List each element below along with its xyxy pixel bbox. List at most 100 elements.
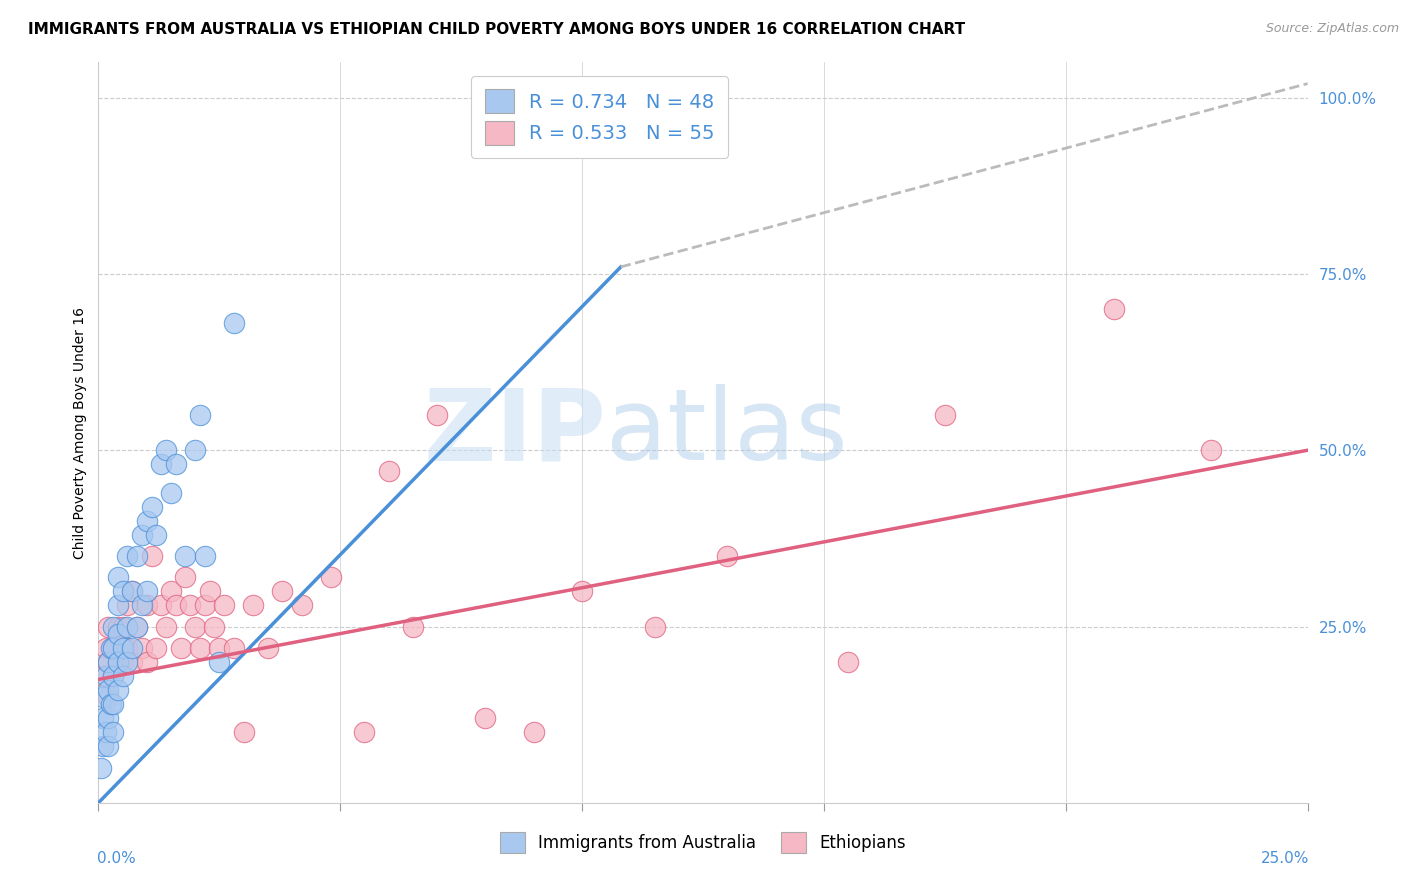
Point [94, 640, 117, 655]
Point [242, 599, 264, 613]
Point [188, 640, 211, 655]
Point [290, 599, 312, 613]
Point [198, 584, 221, 599]
Point [194, 549, 217, 563]
Point [256, 640, 278, 655]
Point [160, 584, 183, 599]
Point [571, 584, 593, 599]
Point [131, 528, 153, 542]
Point [97, 619, 120, 633]
Point [127, 549, 149, 563]
Point [101, 669, 124, 683]
Point [135, 584, 157, 599]
Point [117, 640, 139, 655]
Point [101, 697, 124, 711]
Point [111, 669, 134, 683]
Point [111, 584, 134, 599]
Point [107, 599, 129, 613]
Point [111, 655, 134, 669]
Point [117, 549, 139, 563]
Point [127, 619, 149, 633]
Point [353, 725, 375, 739]
Point [135, 599, 157, 613]
Point [97, 739, 120, 754]
Point [184, 443, 207, 458]
Point [141, 549, 163, 563]
Point [97, 683, 120, 698]
Point [208, 655, 231, 669]
Point [107, 619, 129, 633]
Point [121, 584, 143, 599]
Point [174, 549, 197, 563]
Point [426, 408, 449, 422]
Point [117, 599, 139, 613]
Point [155, 443, 177, 458]
Point [101, 725, 124, 739]
Text: 0.0%: 0.0% [97, 851, 136, 866]
Point [135, 655, 157, 669]
Text: ZIP: ZIP [423, 384, 606, 481]
Point [188, 408, 211, 422]
Point [121, 655, 143, 669]
Point [145, 640, 167, 655]
Point [837, 655, 859, 669]
Point [117, 655, 139, 669]
Point [377, 464, 399, 478]
Point [179, 599, 201, 613]
Point [232, 725, 254, 739]
Point [91, 669, 114, 683]
Y-axis label: Child Poverty Among Boys Under 16: Child Poverty Among Boys Under 16 [73, 307, 87, 558]
Point [107, 655, 129, 669]
Point [94, 669, 117, 683]
Text: 25.0%: 25.0% [1260, 851, 1309, 866]
Point [208, 640, 231, 655]
Point [121, 640, 143, 655]
Point [150, 599, 173, 613]
Point [97, 655, 120, 669]
Point [150, 458, 173, 472]
Point [194, 599, 217, 613]
Point [97, 655, 120, 669]
Point [111, 619, 134, 633]
Point [474, 711, 496, 725]
Point [97, 711, 120, 725]
Text: IMMIGRANTS FROM AUSTRALIA VS ETHIOPIAN CHILD POVERTY AMONG BOYS UNDER 16 CORRELA: IMMIGRANTS FROM AUSTRALIA VS ETHIOPIAN C… [28, 22, 966, 37]
Point [101, 619, 124, 633]
Point [160, 485, 183, 500]
Point [165, 458, 187, 472]
Point [174, 570, 197, 584]
Point [184, 619, 207, 633]
Point [90, 760, 112, 774]
Point [141, 500, 163, 514]
Point [121, 584, 143, 599]
Point [1199, 443, 1222, 458]
Point [169, 640, 191, 655]
Point [101, 640, 124, 655]
Point [91, 711, 114, 725]
Point [97, 690, 120, 704]
Point [101, 669, 124, 683]
Point [107, 626, 129, 640]
Point [127, 619, 149, 633]
Point [271, 584, 294, 599]
Legend: Immigrants from Australia, Ethiopians: Immigrants from Australia, Ethiopians [492, 824, 914, 861]
Point [101, 640, 124, 655]
Point [100, 697, 122, 711]
Point [934, 408, 956, 422]
Point [402, 619, 425, 633]
Point [111, 640, 134, 655]
Point [716, 549, 738, 563]
Point [1102, 302, 1125, 317]
Point [107, 655, 129, 669]
Point [222, 640, 245, 655]
Point [100, 640, 122, 655]
Point [135, 514, 157, 528]
Point [117, 619, 139, 633]
Point [131, 640, 153, 655]
Point [165, 599, 187, 613]
Point [91, 690, 114, 704]
Text: Source: ZipAtlas.com: Source: ZipAtlas.com [1265, 22, 1399, 36]
Point [155, 619, 177, 633]
Point [94, 725, 117, 739]
Point [204, 619, 226, 633]
